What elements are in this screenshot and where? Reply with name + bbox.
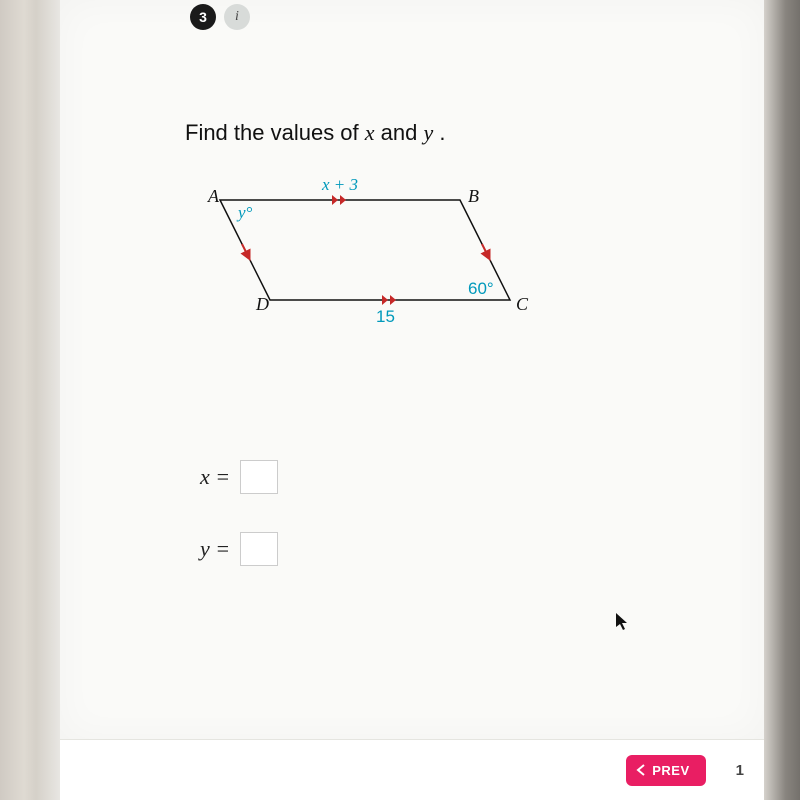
vertex-A: A [207,186,220,206]
answer-x-input[interactable] [240,460,278,494]
answer-x-row: x = [200,460,278,494]
parallelogram-figure: A B C D x + 3 15 y° 60° [190,170,570,360]
worksheet-page: 3 i Find the values of x and y . [60,0,764,740]
question-badges: 3 i [190,4,250,30]
var-y: y [423,120,433,145]
top-side-label: x + 3 [321,175,358,194]
photo-left-edge [0,0,60,800]
bottom-side-label: 15 [376,307,395,326]
question-suffix: . [433,120,445,145]
page-number: 1 [736,762,744,779]
info-badge[interactable]: i [224,4,250,30]
answer-y-row: y = [200,532,278,566]
vertex-D: D [255,294,269,314]
answer-x-label: x = [200,464,230,490]
chevron-left-icon [636,764,646,776]
question-prefix: Find the values of [185,120,365,145]
answer-y-label: y = [200,536,230,562]
question-mid: and [375,120,424,145]
question-number-badge[interactable]: 3 [190,4,216,30]
angle-C-label: 60° [468,279,494,298]
photo-right-edge [764,0,800,800]
question-number: 3 [199,9,207,25]
prev-label: PREV [652,763,689,778]
info-icon: i [235,9,239,25]
prev-button[interactable]: PREV [626,755,705,786]
question-text: Find the values of x and y . [185,120,445,146]
mouse-cursor-icon [615,612,629,632]
answer-y-input[interactable] [240,532,278,566]
var-x: x [365,120,375,145]
angle-A-label: y° [236,203,253,222]
answer-inputs: x = y = [200,460,278,604]
vertex-B: B [468,186,479,206]
footer-bar: PREV 1 [60,739,764,800]
vertex-C: C [516,294,529,314]
